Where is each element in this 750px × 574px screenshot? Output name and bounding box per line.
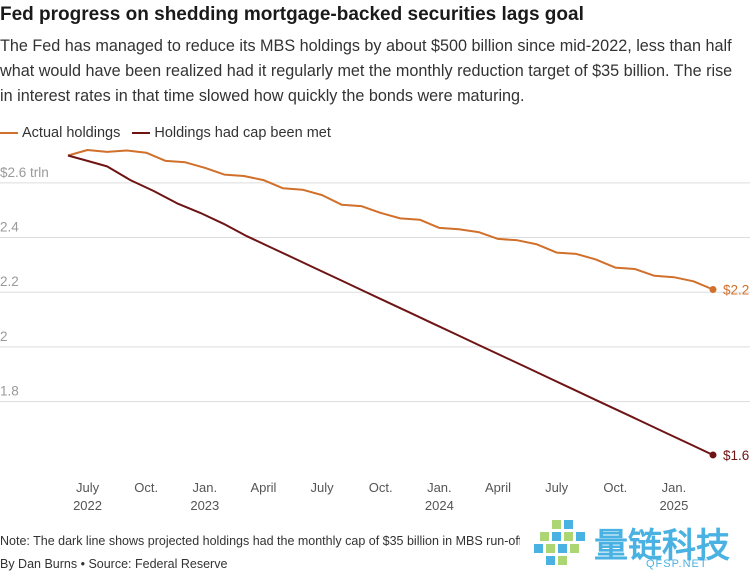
chart-title: Fed progress on shedding mortgage-backed… xyxy=(0,4,584,25)
watermark-text: 量链科技 xyxy=(594,527,730,565)
series-end-label-cap: $1.6 xyxy=(723,448,749,463)
series-end-label-actual: $2.2 xyxy=(723,282,749,297)
x-tick-label: Jan. xyxy=(662,480,687,495)
x-tick-label: Jan. xyxy=(193,480,218,495)
x-tick-label: Oct. xyxy=(134,480,158,495)
legend-item-actual: Actual holdings xyxy=(0,125,120,141)
x-tick-year-label: 2025 xyxy=(659,498,688,513)
y-tick-label: 2.2 xyxy=(0,274,19,289)
series-line-actual xyxy=(67,149,714,291)
footnote: Note: The dark line shows projected hold… xyxy=(0,534,520,548)
legend-swatch-actual xyxy=(0,132,18,134)
x-tick-label: April xyxy=(485,480,511,495)
legend-label-actual: Actual holdings xyxy=(22,125,121,141)
series-end-point-actual xyxy=(709,285,717,293)
legend-item-cap: Holdings had cap been met xyxy=(132,125,331,141)
watermark-subtext: QFSP.NET xyxy=(646,558,708,570)
series-end-point-cap xyxy=(709,451,717,459)
y-tick-label: $2.6 trln xyxy=(0,165,49,180)
y-tick-label: 1.8 xyxy=(0,384,19,399)
x-tick-year-label: 2024 xyxy=(425,498,454,513)
legend-swatch-cap xyxy=(132,132,151,134)
x-tick-label: July xyxy=(76,480,100,495)
series-line-cap xyxy=(67,154,714,456)
chart-subtitle: The Fed has managed to reduce its MBS ho… xyxy=(0,37,733,105)
x-tick-label: July xyxy=(545,480,569,495)
chart-legend: Actual holdings Holdings had cap been me… xyxy=(0,122,343,144)
byline: By Dan Burns • Source: Federal Reserve xyxy=(0,557,228,571)
x-tick-label: Oct. xyxy=(369,480,393,495)
watermark-logo-icon xyxy=(534,520,585,565)
x-tick-label: July xyxy=(311,480,335,495)
x-tick-label: April xyxy=(250,480,276,495)
x-tick-year-label: 2022 xyxy=(73,498,102,513)
x-tick-year-label: 2023 xyxy=(190,498,219,513)
x-tick-label: Oct. xyxy=(603,480,627,495)
y-tick-label: 2 xyxy=(0,329,8,344)
x-tick-label: Jan. xyxy=(427,480,452,495)
watermark: 量链科技 QFSP.NET xyxy=(530,516,750,574)
legend-label-cap: Holdings had cap been met xyxy=(154,125,331,141)
y-tick-label: 2.4 xyxy=(0,220,19,235)
